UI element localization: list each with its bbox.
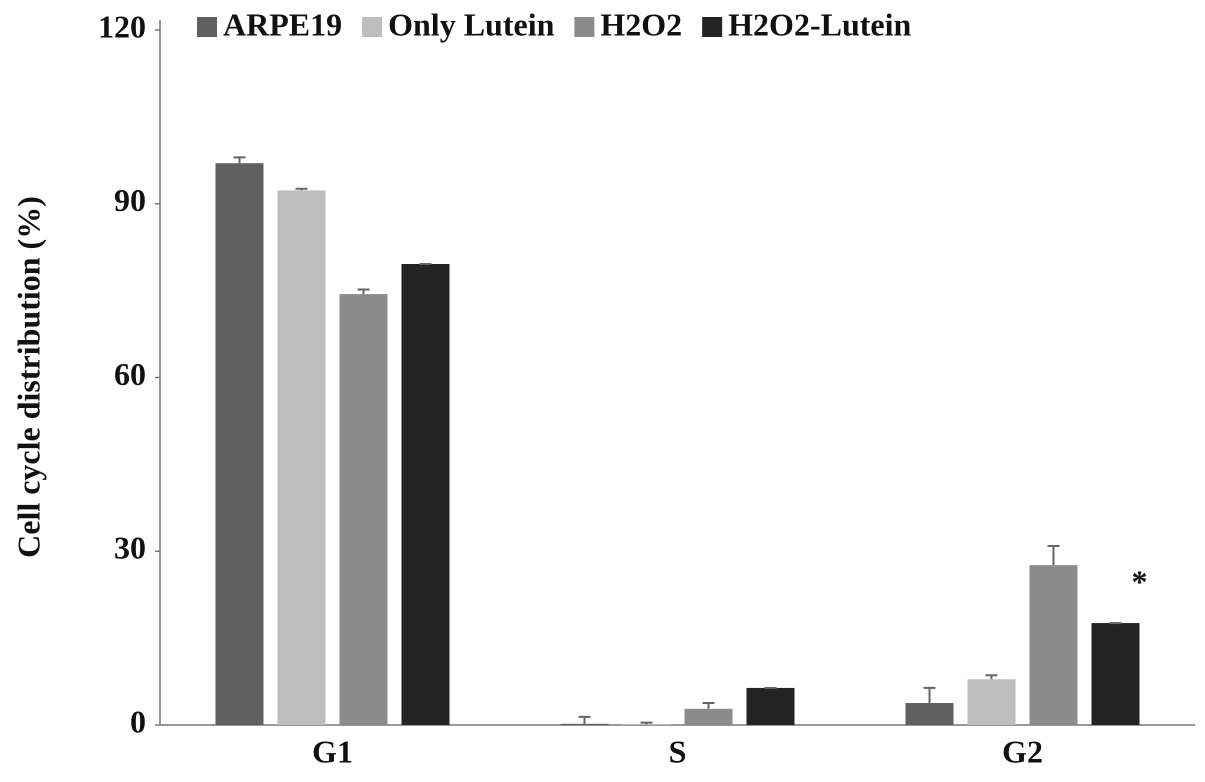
legend-label: Only Lutein — [388, 6, 554, 42]
annotation: * — [1132, 563, 1148, 599]
y-tick-label: 90 — [114, 182, 146, 218]
legend-label: H2O2 — [600, 6, 682, 42]
x-tick-label: S — [669, 733, 687, 769]
legend-swatch — [362, 17, 383, 37]
bar — [215, 163, 264, 726]
legend-swatch — [702, 17, 723, 37]
bar — [1091, 623, 1140, 725]
y-tick-label: 120 — [98, 8, 146, 44]
bar — [746, 687, 795, 725]
bar — [905, 702, 954, 725]
bar — [401, 263, 450, 725]
error-bar — [233, 156, 246, 164]
y-tick-label: 60 — [114, 356, 146, 392]
error-bar — [985, 674, 998, 680]
bar — [622, 724, 671, 725]
bar — [339, 294, 388, 725]
y-tick-label: 0 — [130, 703, 146, 739]
legend-label: H2O2-Lutein — [728, 6, 911, 42]
bar — [684, 708, 733, 725]
legend-swatch — [197, 17, 217, 37]
legend-swatch — [574, 17, 595, 37]
error-bar — [578, 715, 591, 724]
bar — [560, 723, 609, 725]
bar — [967, 679, 1016, 725]
y-axis-title: Cell cycle distribution (%) — [10, 196, 46, 558]
y-tick-label: 30 — [114, 530, 146, 566]
legend-label: ARPE19 — [223, 6, 342, 42]
error-bar — [357, 288, 370, 295]
x-tick-label: G1 — [312, 733, 353, 769]
error-bar — [702, 701, 715, 709]
error-bar — [295, 187, 308, 191]
bar — [1029, 565, 1078, 725]
error-bar — [1047, 545, 1060, 566]
x-tick-label: G2 — [1002, 733, 1043, 769]
bar — [277, 190, 326, 725]
error-bar — [923, 686, 936, 703]
error-bar — [640, 721, 653, 725]
